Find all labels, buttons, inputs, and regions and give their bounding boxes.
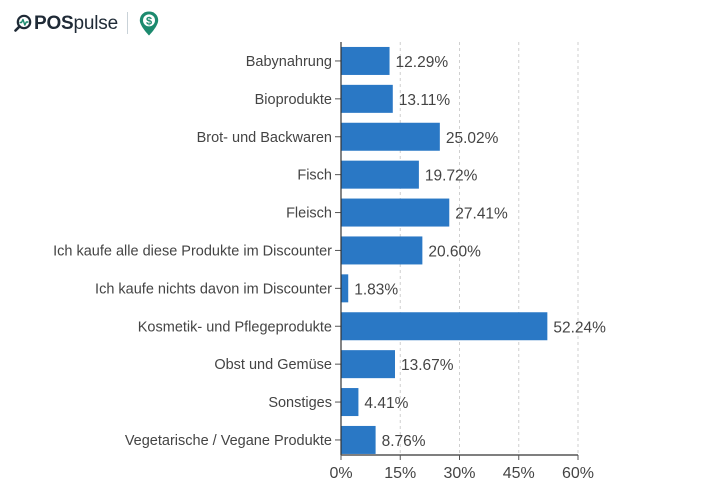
pin-symbol: $ — [146, 15, 152, 27]
bar — [341, 46, 390, 75]
category-label: Sonstiges — [268, 395, 332, 411]
category-label: Ich kaufe alle diese Produkte im Discoun… — [53, 243, 332, 259]
value-label: 4.41% — [364, 395, 408, 412]
value-label: 13.11% — [399, 92, 451, 109]
value-label: 8.76% — [382, 433, 426, 450]
category-label: Ich kaufe nichts davon im Discounter — [95, 281, 332, 297]
value-label: 52.24% — [553, 319, 606, 336]
category-label: Fleisch — [286, 206, 332, 222]
category-label: Babynahrung — [246, 54, 332, 70]
x-tick-label: 30% — [443, 465, 475, 482]
value-label: 19.72% — [425, 168, 478, 185]
bar — [341, 425, 376, 454]
bar — [341, 122, 440, 151]
brand-logo: POSpulse — [34, 14, 118, 33]
category-label: Vegetarische / Vegane Produkte — [125, 433, 332, 449]
location-pin-dollar-icon: $ — [139, 11, 159, 35]
bar — [341, 312, 548, 341]
magnifier-pulse-icon — [14, 14, 32, 32]
x-tick-label: 0% — [329, 465, 352, 482]
bar — [341, 160, 419, 189]
bar — [341, 350, 395, 379]
value-label: 20.60% — [428, 243, 481, 260]
value-label: 1.83% — [354, 281, 398, 298]
header-divider — [126, 12, 128, 34]
bar — [341, 198, 450, 227]
category-label: Kosmetik- und Pflegeprodukte — [138, 319, 332, 335]
brand-part-1: POS — [34, 12, 74, 34]
bar — [341, 388, 359, 417]
header: POSpulse $ — [14, 8, 160, 38]
value-label: 13.67% — [401, 357, 454, 374]
category-label: Obst und Gemüse — [214, 357, 332, 373]
bar — [341, 274, 349, 303]
category-label: Brot- und Backwaren — [197, 130, 332, 146]
bar — [341, 236, 423, 265]
x-tick-label: 60% — [562, 465, 594, 482]
category-label: Bioprodukte — [255, 92, 332, 108]
value-label: 25.02% — [446, 130, 499, 147]
x-tick-label: 15% — [384, 465, 416, 482]
value-label: 27.41% — [455, 206, 508, 223]
category-label: Fisch — [297, 168, 332, 184]
bar — [341, 84, 393, 113]
value-label: 12.29% — [396, 54, 449, 71]
x-tick-label: 45% — [503, 465, 535, 482]
brand-part-2: pulse — [73, 12, 119, 34]
